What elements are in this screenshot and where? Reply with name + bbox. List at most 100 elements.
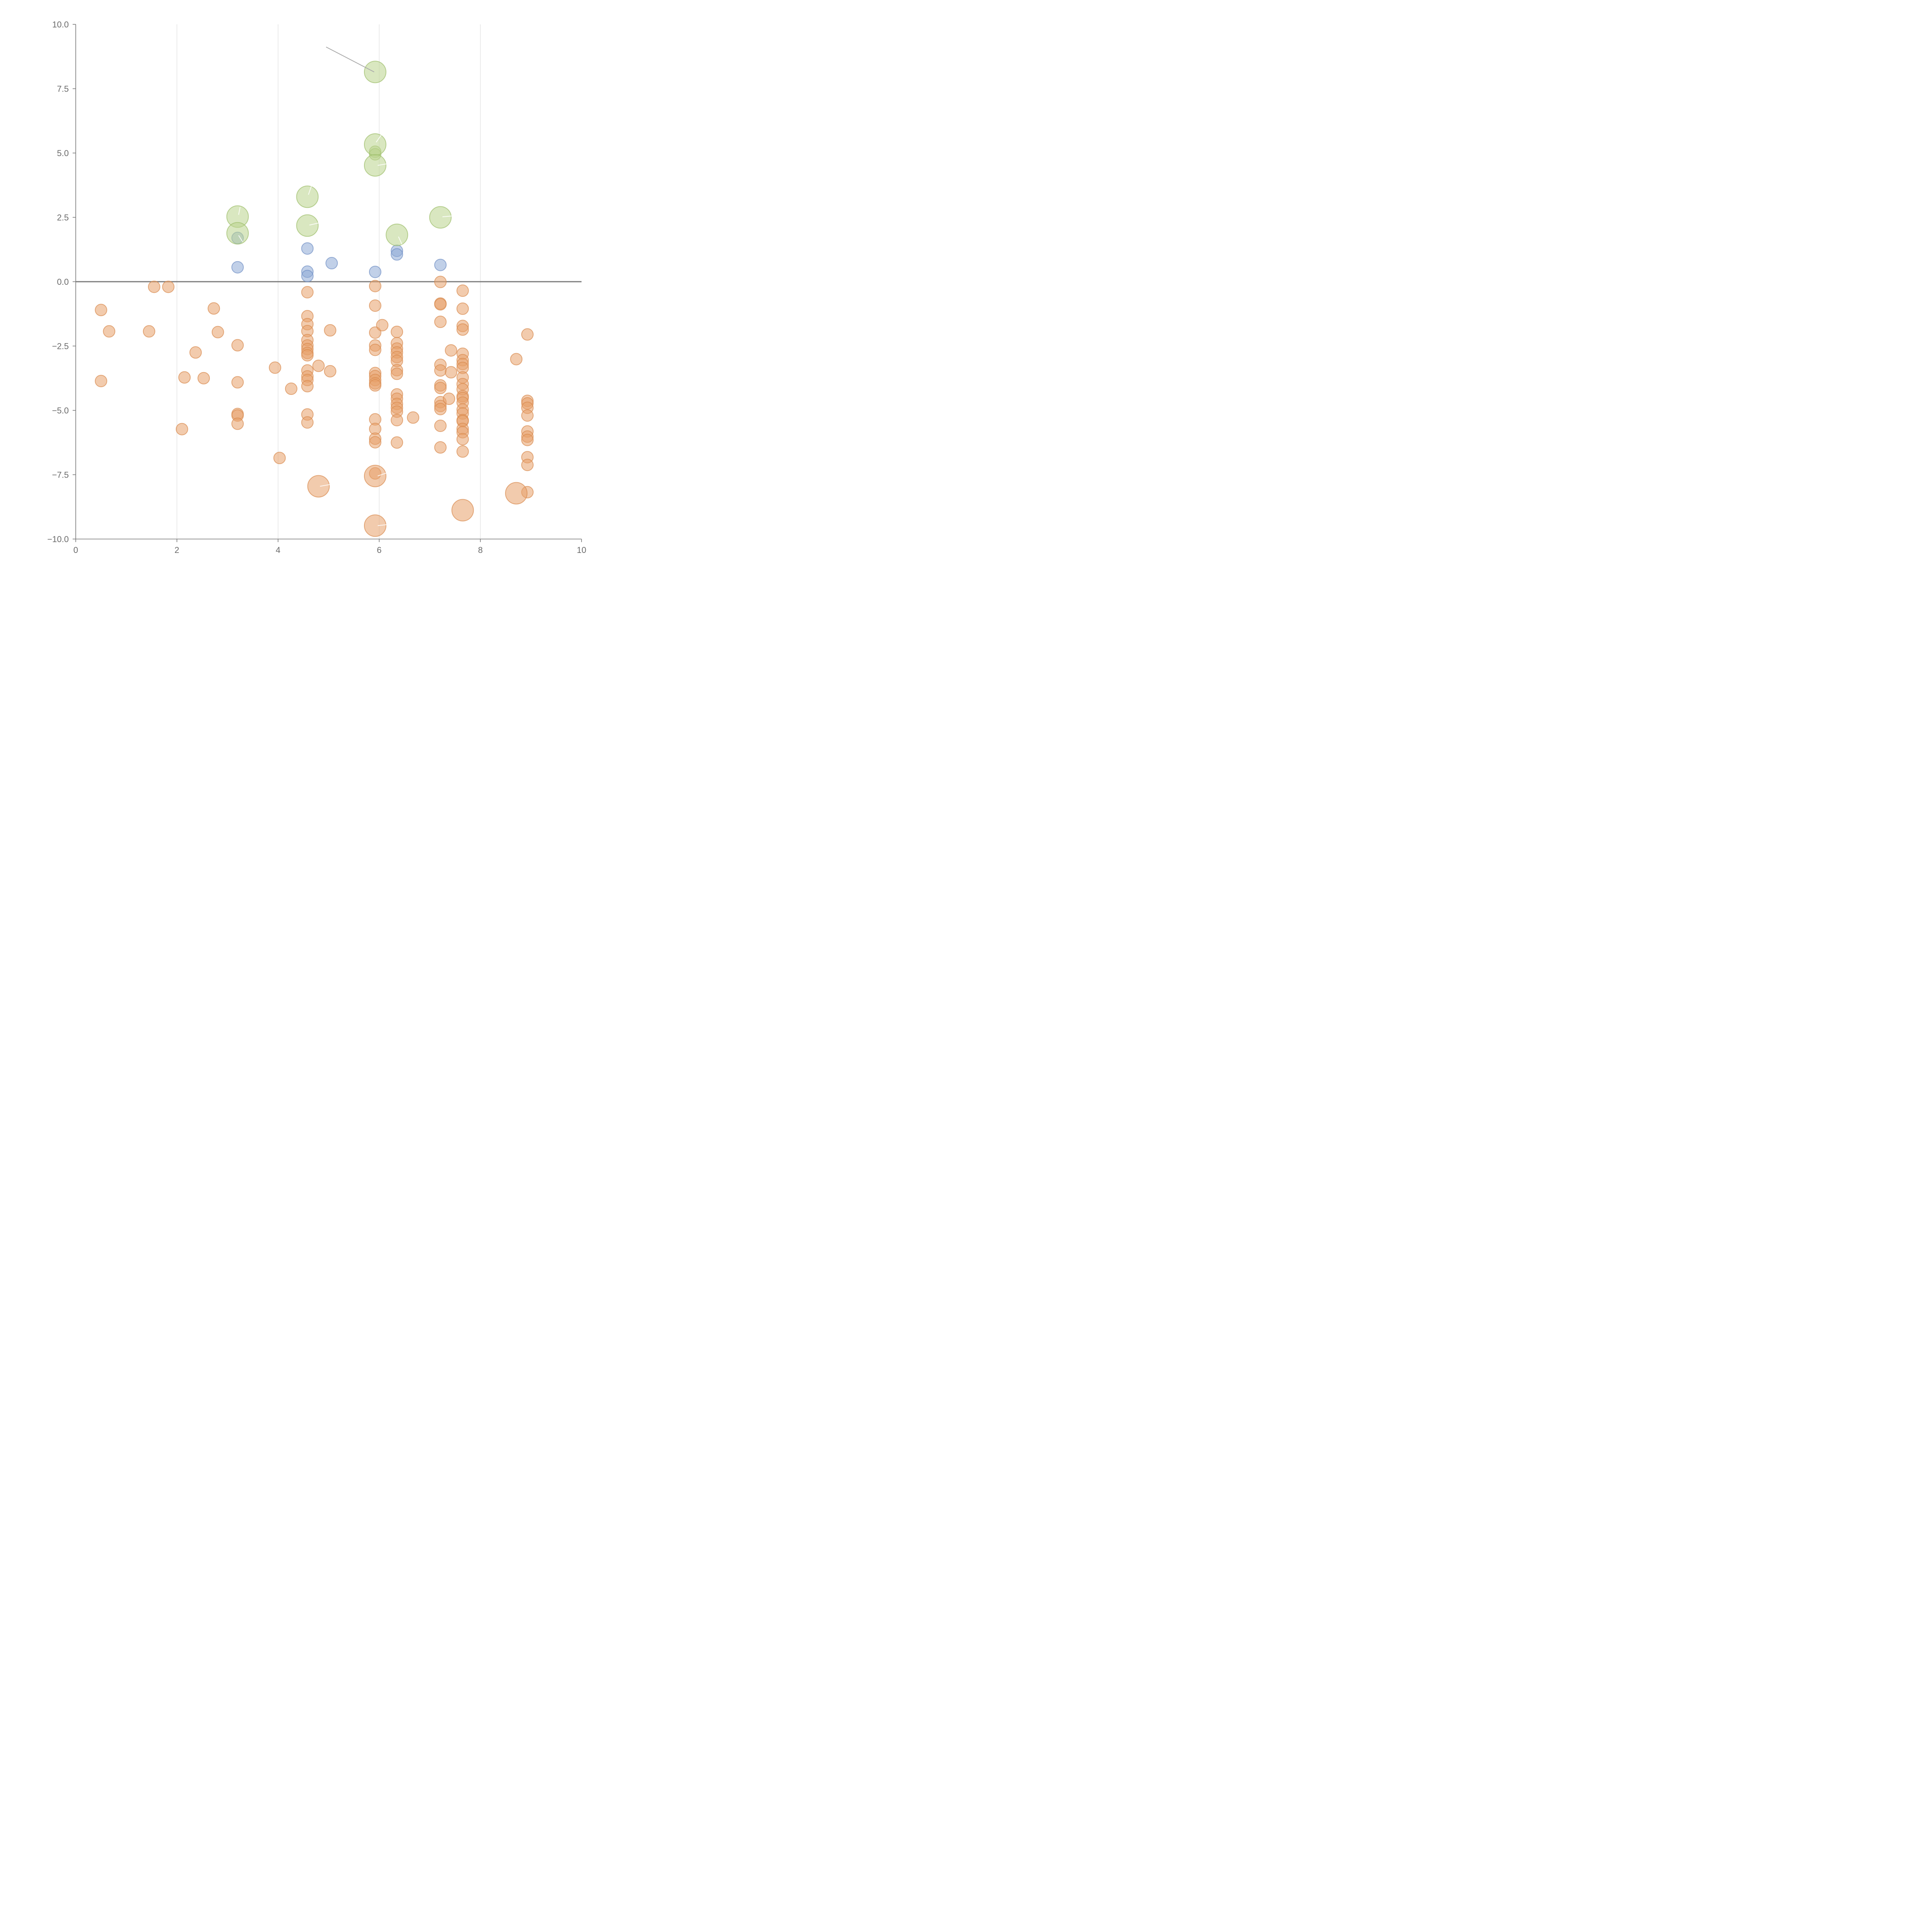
axis-layer bbox=[73, 24, 582, 542]
y-tick-label: −2.5 bbox=[52, 342, 69, 351]
data-point-orange bbox=[434, 364, 447, 377]
data-point-orange bbox=[95, 304, 107, 316]
data-point-orange bbox=[407, 411, 420, 424]
data-point-orange bbox=[521, 459, 534, 471]
scatter-chart: 0 2 4 6 8 10 −10.0 −7.5 −5.0 −2.5 0.0 2.5 5.0 7.5 10.0 bbox=[47, 20, 586, 555]
data-point-orange bbox=[364, 514, 386, 537]
data-point-blue bbox=[231, 261, 244, 274]
data-point-blue bbox=[325, 257, 338, 270]
data-point-orange bbox=[189, 346, 202, 359]
data-point-blue bbox=[369, 265, 381, 278]
data-point-orange bbox=[364, 464, 386, 487]
leader-line-6 bbox=[378, 163, 387, 166]
leader-line-4 bbox=[309, 223, 319, 226]
leader-line-3 bbox=[308, 185, 312, 195]
data-point-orange bbox=[456, 323, 469, 336]
data-point-blue bbox=[434, 259, 447, 271]
data-point-orange bbox=[301, 349, 314, 362]
data-point-green bbox=[296, 185, 319, 208]
data-point-orange bbox=[391, 367, 403, 380]
data-point-orange bbox=[521, 328, 534, 341]
x-tick-label: 4 bbox=[276, 545, 280, 555]
data-point-orange bbox=[307, 475, 330, 498]
data-point-orange bbox=[162, 281, 175, 293]
y-tick-label: −10.0 bbox=[47, 534, 69, 544]
data-point-orange bbox=[434, 403, 447, 415]
data-point-green bbox=[226, 222, 249, 245]
data-point-orange bbox=[369, 299, 381, 312]
data-point-orange bbox=[434, 276, 447, 288]
data-point-orange bbox=[285, 383, 298, 395]
y-tick-label: 7.5 bbox=[57, 84, 69, 94]
data-point-blue bbox=[391, 248, 403, 261]
data-point-orange bbox=[391, 325, 403, 338]
series-blue bbox=[231, 231, 447, 282]
data-point-orange bbox=[231, 417, 244, 430]
data-point-blue bbox=[301, 242, 314, 255]
data-point-green bbox=[429, 206, 452, 229]
x-tick-label: 8 bbox=[478, 545, 483, 555]
data-point-orange bbox=[376, 319, 389, 332]
y-tick-label: 5.0 bbox=[57, 148, 69, 158]
data-point-orange bbox=[434, 419, 447, 432]
leader-line-8 bbox=[442, 215, 460, 218]
data-point-orange bbox=[324, 324, 337, 337]
data-point-orange bbox=[197, 372, 210, 384]
data-point-orange bbox=[521, 409, 534, 422]
leader-line-5 bbox=[376, 134, 382, 143]
leader-line-7 bbox=[398, 236, 403, 245]
data-point-orange bbox=[301, 286, 314, 299]
data-point-orange bbox=[301, 416, 314, 429]
data-point-orange bbox=[369, 436, 381, 449]
data-point-orange bbox=[178, 371, 191, 384]
x-tick-label: 0 bbox=[73, 545, 78, 555]
data-point-orange bbox=[391, 436, 403, 449]
data-point-orange bbox=[269, 361, 281, 374]
data-point-orange bbox=[445, 366, 457, 379]
data-point-green bbox=[364, 61, 386, 83]
data-point-green bbox=[364, 133, 386, 156]
data-point-orange bbox=[505, 482, 528, 505]
data-point-orange bbox=[521, 434, 534, 446]
data-point-orange bbox=[369, 379, 381, 392]
series-green-large bbox=[226, 61, 452, 246]
data-point-orange bbox=[434, 315, 447, 328]
data-point-orange bbox=[231, 376, 244, 389]
data-point-orange bbox=[143, 325, 155, 338]
data-point-orange bbox=[312, 359, 325, 372]
data-point-blue bbox=[301, 270, 314, 282]
y-tick-label: 0.0 bbox=[57, 277, 69, 287]
data-point-orange bbox=[456, 433, 469, 446]
data-point-orange bbox=[207, 302, 220, 315]
data-point-orange bbox=[456, 302, 469, 315]
data-point-orange bbox=[103, 325, 116, 338]
data-point-green bbox=[386, 223, 408, 246]
leader-line-10 bbox=[378, 472, 387, 476]
y-tick-label: −7.5 bbox=[52, 470, 69, 480]
x-tick-label: 6 bbox=[377, 545, 381, 555]
data-point-orange bbox=[456, 445, 469, 458]
x-tick-label: 2 bbox=[175, 545, 179, 555]
leader-line-1 bbox=[238, 207, 241, 215]
data-point-orange bbox=[443, 393, 456, 405]
data-point-orange bbox=[369, 326, 381, 339]
data-point-orange bbox=[434, 298, 447, 311]
data-point-orange bbox=[148, 281, 160, 293]
leader-line-0 bbox=[326, 46, 374, 73]
data-point-orange bbox=[456, 284, 469, 297]
leader-layer bbox=[238, 46, 460, 526]
point-layer bbox=[95, 61, 534, 537]
tick-label-layer: 0 2 4 6 8 10 −10.0 −7.5 −5.0 −2.5 0.0 2.5 5.0 7.5 10.0 bbox=[47, 20, 586, 555]
data-point-green bbox=[296, 214, 319, 237]
data-point-orange bbox=[451, 499, 474, 522]
data-point-orange bbox=[510, 353, 523, 366]
data-point-orange bbox=[231, 339, 244, 352]
data-point-orange bbox=[95, 375, 107, 388]
y-tick-label: 2.5 bbox=[57, 213, 69, 223]
data-point-orange bbox=[434, 382, 447, 395]
data-point-orange bbox=[211, 326, 224, 338]
data-point-orange bbox=[301, 380, 314, 393]
leader-line-9 bbox=[320, 484, 330, 487]
data-point-orange bbox=[369, 280, 381, 293]
data-point-orange bbox=[445, 344, 457, 357]
